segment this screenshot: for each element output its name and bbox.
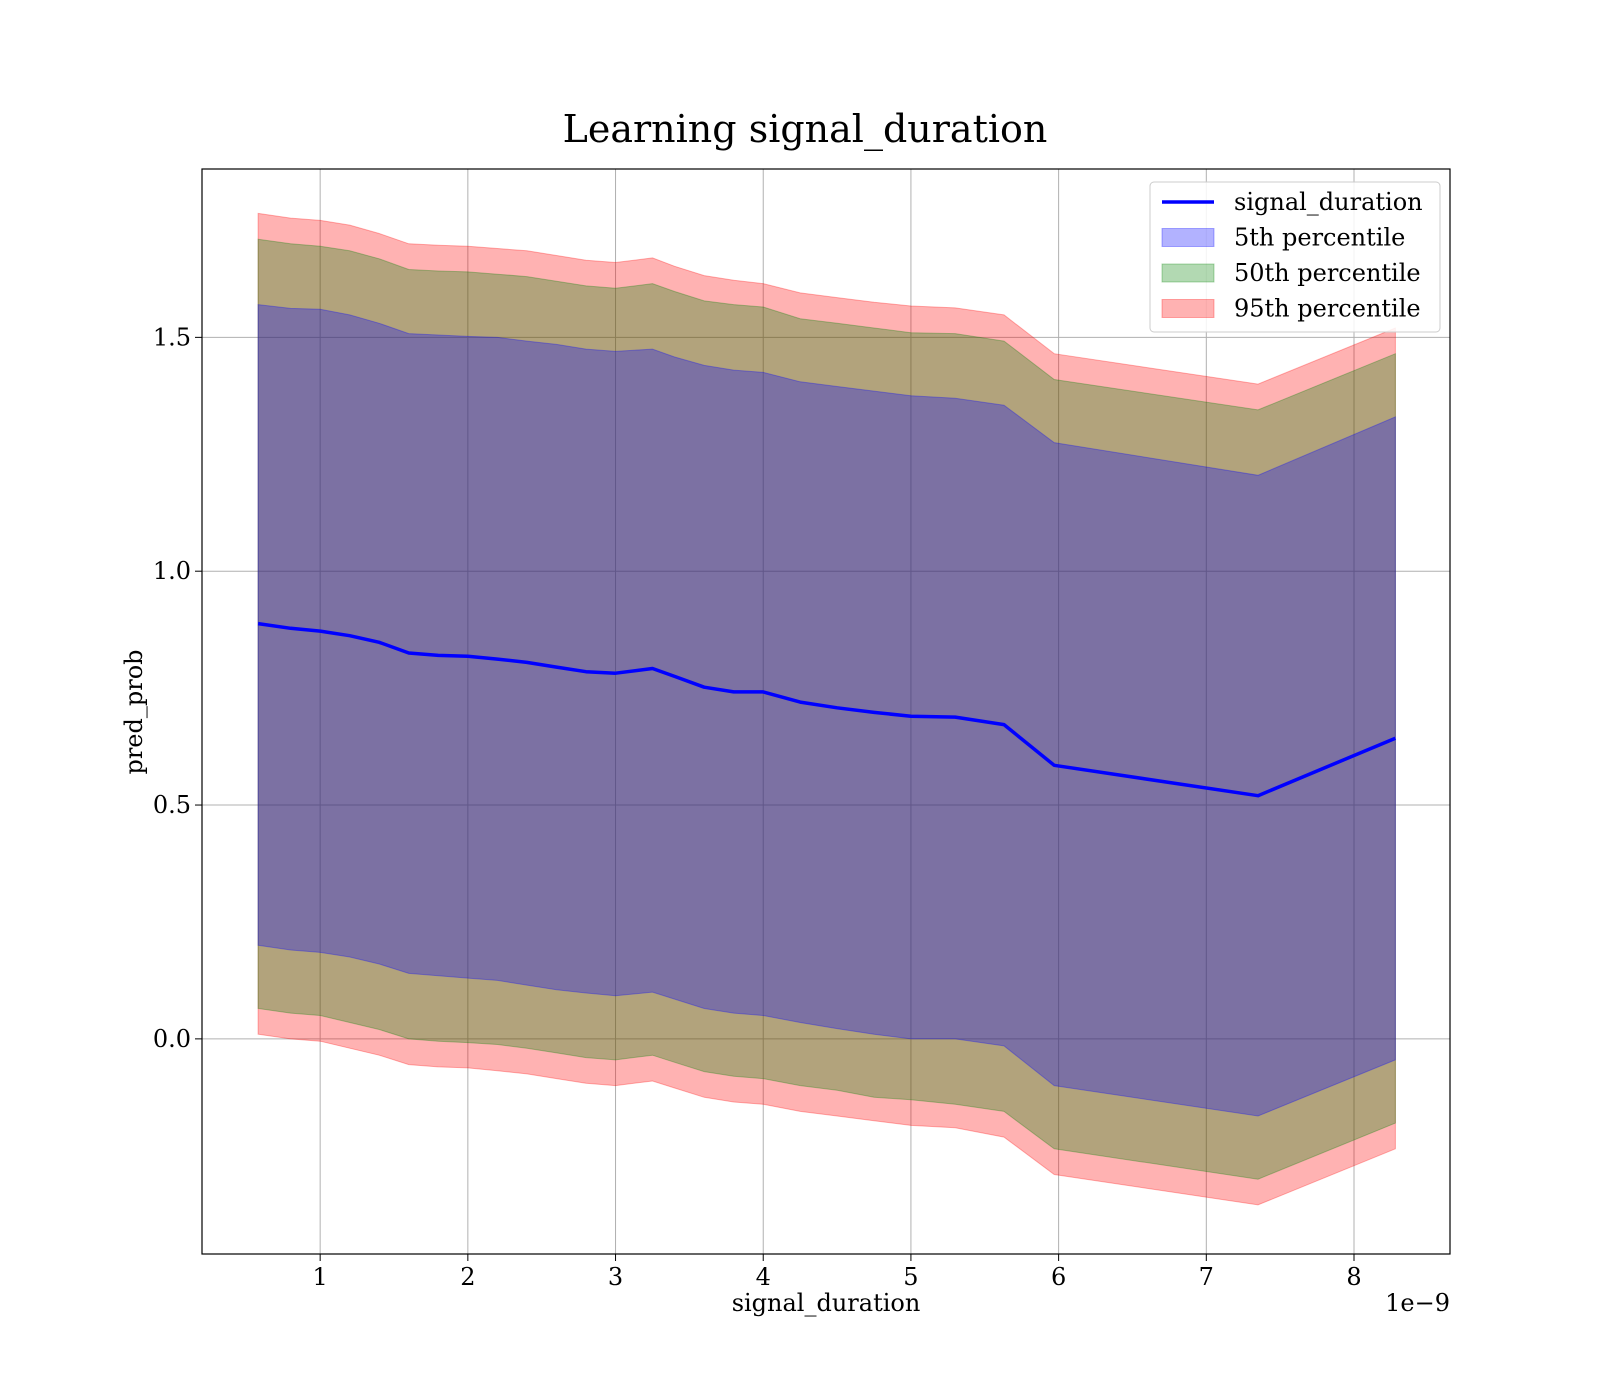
x-tick-label: 5 <box>903 1263 918 1291</box>
x-axis-label: signal_duration <box>732 1289 921 1317</box>
band-50th-percentile <box>257 238 1396 1180</box>
y-axis-label: pred_prob <box>120 649 148 774</box>
grid <box>202 169 1450 1254</box>
legend-label: 95th percentile <box>1234 295 1421 323</box>
series-line-signal-duration <box>257 621 1397 798</box>
band-5th-percentile <box>257 304 1396 1117</box>
x-tick-label: 7 <box>1199 1263 1214 1291</box>
x-tick-label: 2 <box>460 1263 475 1291</box>
y-tick-label: 1.0 <box>153 557 191 585</box>
legend-swatch-band <box>1161 299 1215 318</box>
legend-label: 50th percentile <box>1234 259 1421 287</box>
x-tick-label: 8 <box>1346 1263 1361 1291</box>
y-tick-label: 0.5 <box>153 791 191 819</box>
series-lines <box>257 621 1397 798</box>
band-95th-percentile <box>257 212 1396 1206</box>
x-tick-label: 4 <box>756 1263 771 1291</box>
chart-title: Learning signal_duration <box>563 107 1048 152</box>
x-tick-label: 1 <box>313 1263 328 1291</box>
legend-swatch-band <box>1161 263 1215 283</box>
legend-swatch-band <box>1161 228 1215 247</box>
plot-area-frame <box>201 168 1451 1255</box>
y-tick-label: 0.0 <box>153 1025 191 1053</box>
legend-box <box>1149 181 1441 333</box>
legend: signal_duration 5th percentile 50th percen… <box>1149 181 1441 333</box>
x-tick-label: 3 <box>608 1263 623 1291</box>
legend-label: signal_duration <box>1234 188 1423 216</box>
x-tick-label: 6 <box>1051 1263 1066 1291</box>
y-tick-label: 1.5 <box>153 323 191 351</box>
legend-label: 5th percentile <box>1234 224 1405 252</box>
axis-ticks: 1 2 3 4 5 6 7 8 0.0 0.5 1.0 1.5 <box>153 323 1362 1291</box>
x-axis-offset-label: 1e−9 <box>1385 1289 1450 1317</box>
percentile-bands <box>257 212 1396 1206</box>
